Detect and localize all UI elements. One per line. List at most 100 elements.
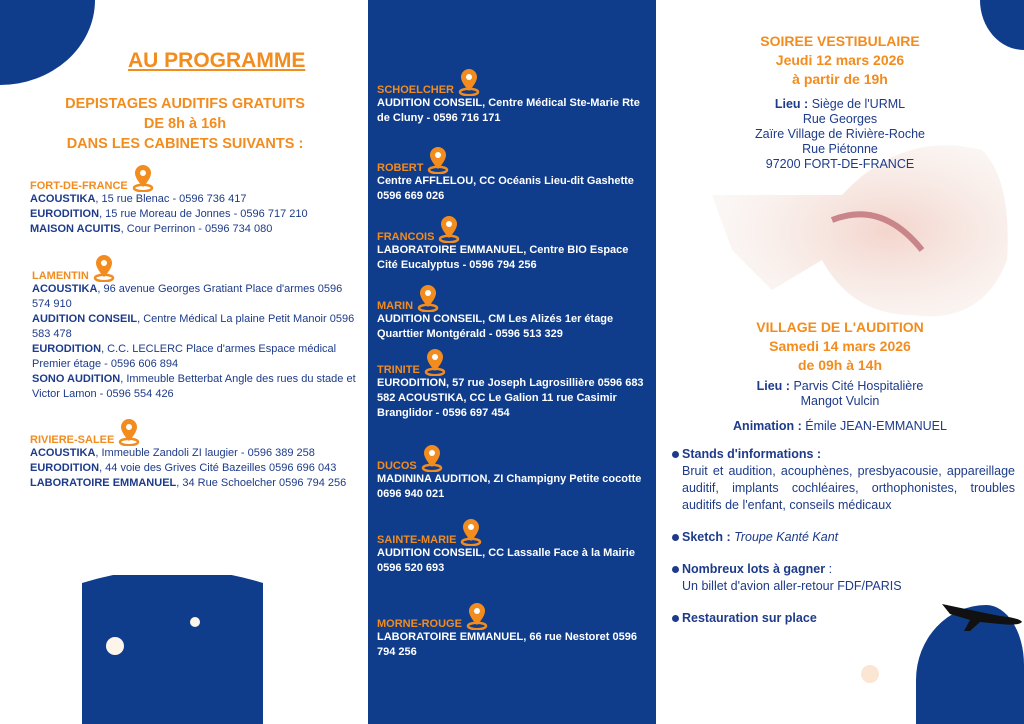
- clinic-entry: AUDITION CONSEIL, CM Les Alizés 1er étag…: [377, 313, 614, 340]
- clinic-details: , Centre Médical La plaine Petit Manoir …: [32, 313, 355, 340]
- village-time: de 09h à 14h: [797, 357, 883, 373]
- village-lieu-line: Lieu : Parvis Cité Hospitalière: [665, 379, 1015, 394]
- bullet-text: Bruit et audition, acouphènes, presbyaco…: [682, 464, 1015, 512]
- clinic-details: , 15 rue Moreau de Jonnes - 0596 717 210: [99, 208, 308, 220]
- city-heading: DUCOS: [377, 444, 652, 472]
- location-pin-icon: [466, 602, 488, 630]
- address-line: Rue Piétonne: [802, 142, 878, 156]
- clinic-entry: EURODITION, C.C. LECLERC Place d'armes E…: [32, 342, 362, 372]
- clinic-entry: ACOUSTIKA, 96 avenue Georges Gratiant Pl…: [32, 282, 362, 312]
- lieu-label: Lieu :: [756, 379, 790, 393]
- city-name: MARIN: [377, 300, 414, 312]
- bullet-icon: [672, 534, 679, 542]
- city-block: DUCOS MADININA AUDITION, ZI Champigny Pe…: [377, 444, 652, 502]
- subtitle-line: DANS LES CABINETS SUIVANTS :: [66, 136, 304, 152]
- clinic-name: AUDITION CONSEIL: [32, 313, 138, 325]
- bullet-restauration: Restauration sur place: [672, 610, 1017, 627]
- bullet-icon: [672, 615, 679, 623]
- clinic-details: , Immeuble Betterbat Angle des rues du s…: [32, 373, 356, 400]
- city-heading: RIVIERE-SALEE: [30, 418, 360, 446]
- city-block: LAMENTIN ACOUSTIKA, 96 avenue Georges Gra…: [32, 254, 362, 402]
- soiree-section: SOIREE VESTIBULAIRE Jeudi 12 mars 2026 à…: [665, 32, 1015, 172]
- clinic-name: ACOUSTIKA: [32, 283, 98, 295]
- bullet-label: Restauration sur place: [682, 611, 817, 625]
- soiree-lieu-line: Lieu : Siège de l'URML: [665, 97, 1015, 112]
- address-line: 97200 FORT-DE-FRANCE: [765, 157, 915, 171]
- city-block: TRINITE EURODITION, 57 rue Joseph Lagros…: [377, 348, 652, 421]
- clinic-entry: MADININA AUDITION, ZI Champigny Petite c…: [377, 473, 642, 500]
- soiree-lieu: Siège de l'URML: [811, 97, 906, 111]
- clinic-name: ACOUSTIKA: [30, 193, 96, 205]
- bullet-lots: Nombreux lots à gagner :: [672, 561, 1017, 578]
- bullet-text: Troupe Kanté Kant: [734, 530, 839, 544]
- village-date: Samedi 14 mars 2026: [769, 338, 911, 354]
- bottom-left-shape: [82, 575, 263, 724]
- clinic-details: , 34 Rue Schoelcher 0596 794 256: [176, 477, 347, 489]
- city-heading: SAINTE-MARIE: [377, 518, 652, 546]
- city-block: ROBERT Centre AFFLELOU, CC Océanis Lieu-…: [377, 146, 652, 204]
- subtitle-line: DEPISTAGES AUDITIFS GRATUITS: [65, 96, 305, 112]
- village-title: VILLAGE DE L'AUDITION: [756, 319, 924, 335]
- city-name: FORT-DE-FRANCE: [30, 180, 128, 192]
- location-pin-icon: [132, 164, 154, 192]
- clinic-name: MAISON ACUITIS: [30, 223, 121, 235]
- clinic-entry: AUDITION CONSEIL, Centre Médical Ste-Mar…: [377, 97, 640, 124]
- city-heading: MORNE-ROUGE: [377, 602, 652, 630]
- bullet-icon: [672, 566, 679, 574]
- city-name: SAINTE-MARIE: [377, 534, 457, 546]
- clinic-entry: Centre AFFLELOU, CC Océanis Lieu-dit Gas…: [377, 175, 634, 202]
- clinic-name: EURODITION: [30, 462, 100, 474]
- soiree-time: à partir de 19h: [792, 71, 888, 87]
- clinic-name: ACOUSTIKA: [30, 447, 96, 459]
- soiree-date: Jeudi 12 mars 2026: [775, 52, 905, 68]
- clinic-name: LABORATOIRE EMMANUEL: [30, 477, 177, 489]
- middle-panel: SCHOELCHER AUDITION CONSEIL, Centre Médi…: [368, 0, 656, 724]
- bullet-icon: [672, 451, 679, 459]
- airplane-icon: [942, 604, 1022, 631]
- location-pin-icon: [438, 215, 460, 243]
- location-pin-icon: [417, 284, 439, 312]
- location-pin-icon: [460, 518, 482, 546]
- city-name: LAMENTIN: [32, 270, 89, 282]
- city-block: SCHOELCHER AUDITION CONSEIL, Centre Médi…: [377, 68, 652, 126]
- bullet-detail: Un billet d'avion aller-retour FDF/PARIS: [682, 579, 902, 593]
- bullet-label: Nombreux lots à gagner: [682, 562, 826, 576]
- city-name: TRINITE: [377, 364, 420, 376]
- city-block: MARIN AUDITION CONSEIL, CM Les Alizés 1e…: [377, 284, 652, 342]
- city-name: FRANCOIS: [377, 231, 435, 243]
- soiree-title: SOIREE VESTIBULAIRE: [760, 33, 920, 49]
- city-name: SCHOELCHER: [377, 84, 455, 96]
- clinic-entry: ACOUSTIKA, 15 rue Blenac - 0596 736 417: [30, 192, 360, 207]
- clinic-details: , 44 voie des Grives Cité Bazeilles 0596…: [99, 462, 337, 474]
- ear-illustration: [712, 140, 1012, 325]
- clinic-entry: LABORATOIRE EMMANUEL, Centre BIO Espace …: [377, 244, 629, 271]
- corner-circle-top-left: [0, 0, 95, 85]
- city-heading: SCHOELCHER: [377, 68, 652, 96]
- page-title: AU PROGRAMME: [128, 49, 306, 72]
- animation-name: Émile JEAN-EMMANUEL: [805, 419, 947, 433]
- location-pin-icon: [421, 444, 443, 472]
- clinic-entry: EURODITION, 44 voie des Grives Cité Baze…: [30, 461, 360, 476]
- subtitle-line: DE 8h à 16h: [143, 116, 227, 132]
- clinic-entry: LABORATOIRE EMMANUEL, 66 rue Nestoret 05…: [377, 631, 637, 658]
- clinic-details: , 15 rue Blenac - 0596 736 417: [95, 193, 247, 205]
- location-pin-icon: [93, 254, 115, 282]
- clinic-name: EURODITION: [30, 208, 100, 220]
- city-block: RIVIERE-SALEE ACOUSTIKA, Immeuble Zandoli…: [30, 418, 360, 491]
- animation-label: Animation :: [733, 419, 802, 433]
- city-name: ROBERT: [377, 162, 424, 174]
- city-name: RIVIERE-SALEE: [30, 434, 115, 446]
- clinic-details: , Cour Perrinon - 0596 734 080: [120, 223, 273, 235]
- clinic-details: , 96 avenue Georges Gratiant Place d'arm…: [32, 283, 343, 310]
- city-name: MORNE-ROUGE: [377, 618, 462, 630]
- village-lieu-2: Mangot Vulcin: [800, 394, 880, 408]
- clinic-entry: EURODITION, 15 rue Moreau de Jonnes - 05…: [30, 207, 360, 222]
- city-heading: LAMENTIN: [32, 254, 362, 282]
- clinic-entry: MAISON ACUITIS, Cour Perrinon - 0596 734…: [30, 222, 360, 237]
- city-block: SAINTE-MARIE AUDITION CONSEIL, CC Lassal…: [377, 518, 652, 576]
- location-pin-icon: [458, 68, 480, 96]
- city-heading: ROBERT: [377, 146, 652, 174]
- animation-line: Animation : Émile JEAN-EMMANUEL: [665, 419, 1015, 434]
- bullet-label: Sketch :: [682, 530, 731, 544]
- bullet-list: Stands d'informations : Bruit et auditio…: [672, 446, 1017, 627]
